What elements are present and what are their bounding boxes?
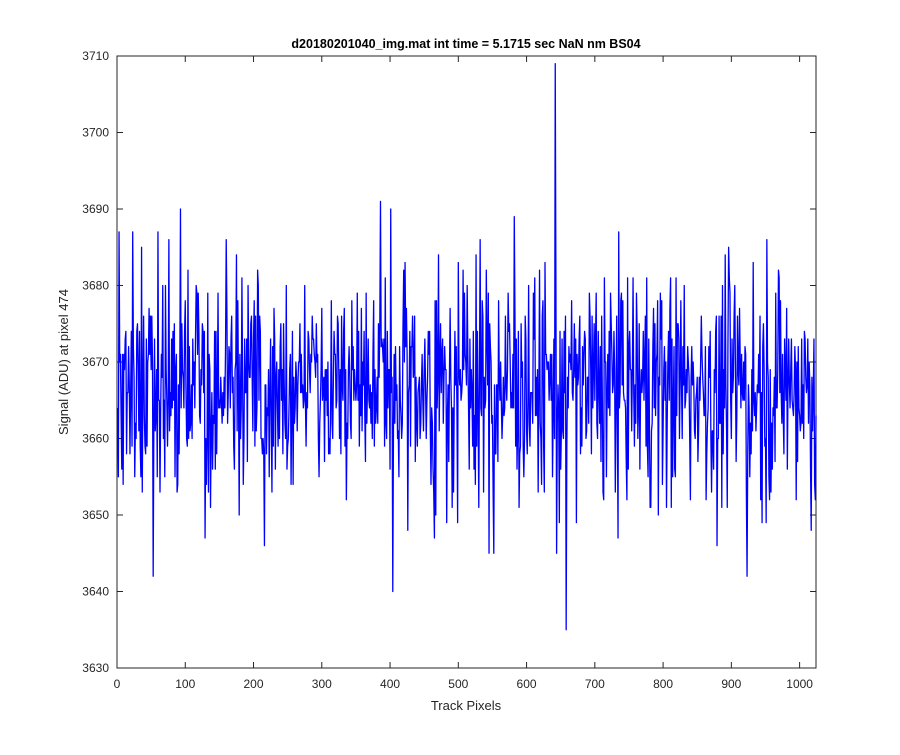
y-tick-label: 3640: [82, 585, 109, 599]
x-tick-label: 0: [114, 677, 121, 691]
x-tick-label: 900: [721, 677, 741, 691]
x-tick-label: 800: [653, 677, 673, 691]
series-group: [117, 63, 817, 631]
y-tick-label: 3660: [82, 432, 109, 446]
x-tick-label: 600: [517, 677, 537, 691]
x-tick-label: 500: [448, 677, 468, 691]
y-tick-label: 3670: [82, 355, 109, 369]
x-tick-label: 1000: [786, 677, 813, 691]
x-tick-label: 300: [312, 677, 332, 691]
y-tick-label: 3710: [82, 49, 109, 63]
series-line: [117, 63, 817, 631]
y-tick-label: 3630: [82, 661, 109, 675]
y-tick-label: 3650: [82, 508, 109, 522]
y-axis-ticks: 3630 3640 3650 3660 3670 3680 3690 3700 3710: [82, 49, 816, 675]
x-axis-ticks: 0 100 200 300 400 500 600 700 800 900 1000: [114, 56, 813, 691]
y-tick-label: 3690: [82, 202, 109, 216]
x-tick-label: 100: [175, 677, 195, 691]
y-tick-label: 3680: [82, 279, 109, 293]
x-axis-label: Track Pixels: [431, 698, 502, 713]
x-tick-label: 400: [380, 677, 400, 691]
x-tick-label: 700: [585, 677, 605, 691]
chart-title: d20180201040_img.mat int time = 5.1715 s…: [291, 37, 640, 51]
y-axis-label: Signal (ADU) at pixel 474: [56, 289, 71, 435]
y-tick-label: 3700: [82, 126, 109, 140]
x-tick-label: 200: [244, 677, 264, 691]
